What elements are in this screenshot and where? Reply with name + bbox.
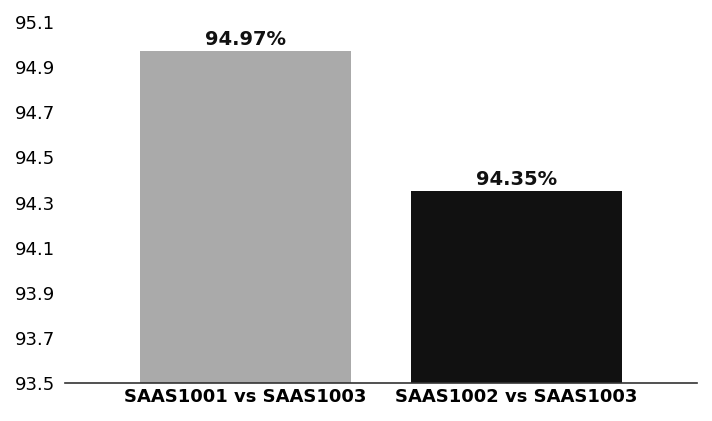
Bar [140, 51, 351, 421]
Text: 94.97%: 94.97% [205, 30, 286, 49]
Text: 94.35%: 94.35% [476, 170, 557, 189]
Bar [411, 191, 622, 421]
